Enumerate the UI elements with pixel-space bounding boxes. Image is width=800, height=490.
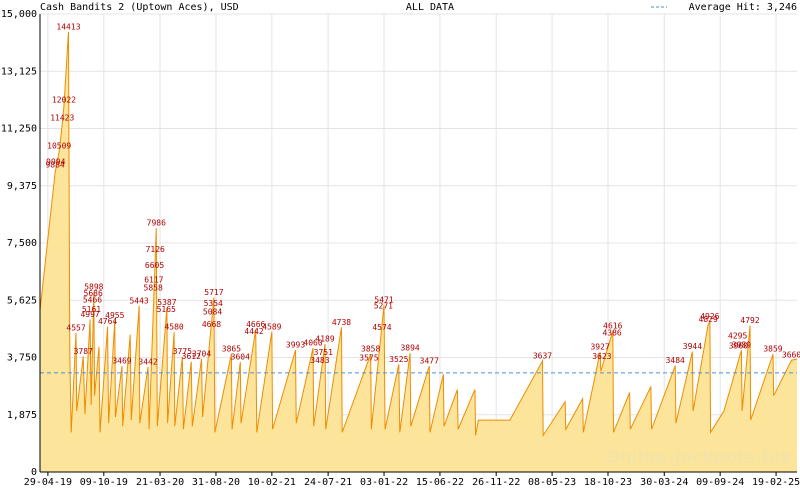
data-label: 4668 — [202, 320, 221, 329]
data-label: 3859 — [763, 345, 782, 354]
data-label: 6117 — [144, 276, 163, 285]
y-tick-label: 9,375 — [7, 181, 37, 192]
y-tick-label: 13,125 — [1, 66, 37, 77]
data-label: 3623 — [592, 352, 611, 361]
data-label: 11423 — [50, 114, 74, 123]
data-label: 3469 — [112, 357, 131, 366]
data-label: 5271 — [374, 302, 393, 311]
y-tick-label: 11,250 — [1, 124, 37, 135]
data-label: 9884 — [45, 161, 64, 170]
x-tick-label: 03-01-22 — [360, 477, 408, 488]
y-tick-label: 15,000 — [1, 9, 37, 20]
data-label: 3484 — [666, 356, 685, 365]
data-label: 5686 — [84, 289, 103, 298]
data-label: 3787 — [74, 347, 93, 356]
data-label: 4580 — [164, 323, 183, 332]
data-label: 3575 — [359, 353, 378, 362]
x-tick-label: 31-08-20 — [192, 477, 240, 488]
y-tick-label: 3,750 — [7, 353, 37, 364]
data-label: 7126 — [146, 245, 165, 254]
data-label: 4666 — [246, 320, 265, 329]
data-label: 4955 — [105, 311, 124, 320]
x-tick-label: 30-03-24 — [640, 477, 688, 488]
data-label: 4997 — [80, 310, 99, 319]
data-label: 4926 — [700, 312, 719, 321]
watermark: Online-Jackpots.biz — [605, 448, 790, 468]
data-label: 3483 — [310, 356, 329, 365]
data-label: 14413 — [56, 22, 80, 31]
data-label: 9994 — [46, 157, 65, 166]
data-label: 3604 — [231, 352, 250, 361]
x-tick-label: 26-11-22 — [472, 477, 520, 488]
data-label: 3442 — [138, 357, 157, 366]
data-label: 3927 — [590, 343, 609, 352]
x-tick-label: 15-06-22 — [416, 477, 464, 488]
data-label: 3612 — [182, 352, 201, 361]
line — [39, 31, 798, 438]
x-tick-label: 18-10-23 — [584, 477, 632, 488]
data-label: 3894 — [400, 344, 419, 353]
data-label: 4829 — [699, 315, 718, 324]
data-label: 10509 — [47, 142, 71, 151]
data-label: 4557 — [66, 323, 85, 332]
data-label: 4442 — [244, 327, 263, 336]
data-label: 4792 — [740, 316, 759, 325]
data-label: 4616 — [603, 322, 622, 331]
x-tick-label: 19-02-25 — [752, 477, 800, 488]
chart-subtitle: ALL DATA — [406, 2, 454, 13]
x-tick-label: 29-04-19 — [24, 477, 72, 488]
data-label: 3704 — [192, 349, 211, 358]
data-label: 3775 — [173, 347, 192, 356]
x-tick-label: 24-07-21 — [304, 477, 352, 488]
data-label: 5387 — [157, 298, 176, 307]
data-label: 3989 — [732, 341, 751, 350]
data-label: 7986 — [147, 219, 166, 228]
y-tick-label: 5,625 — [7, 295, 37, 306]
x-tick-label: 09-09-24 — [696, 477, 744, 488]
data-label: 4574 — [372, 323, 391, 332]
data-label: 3637 — [533, 351, 552, 360]
x-tick-label: 08-05-23 — [528, 477, 576, 488]
data-label: 4060 — [303, 339, 322, 348]
legend-label: Average Hit: 3,246 — [689, 2, 797, 13]
data-label: 5471 — [374, 295, 393, 304]
data-label: 5161 — [82, 305, 101, 314]
x-tick-label: 21-03-20 — [136, 477, 184, 488]
data-label: 5354 — [204, 299, 223, 308]
data-label: 5466 — [83, 296, 102, 305]
data-label: 5898 — [84, 282, 103, 291]
data-label: 5858 — [144, 284, 163, 293]
y-tick-label: 0 — [31, 467, 37, 478]
area — [40, 31, 797, 473]
data-label: 4764 — [98, 317, 117, 326]
data-label: 4386 — [602, 329, 621, 338]
data-label: 3858 — [361, 345, 380, 354]
data-label: 4589 — [262, 322, 281, 331]
x-tick-label: 10-02-21 — [248, 477, 296, 488]
data-label: 4738 — [332, 318, 351, 327]
y-tick-label: 1,875 — [7, 410, 37, 421]
chart-title: Cash Bandits 2 (Uptown Aces), USD — [40, 2, 239, 13]
data-label: 3751 — [314, 348, 333, 357]
data-label: 6605 — [145, 261, 164, 270]
data-label: 3993 — [286, 341, 305, 350]
data-label: 4189 — [315, 335, 334, 344]
data-label: 5443 — [129, 296, 148, 305]
data-label: 3865 — [222, 344, 241, 353]
data-label: 3525 — [389, 355, 408, 364]
data-label: 5717 — [204, 288, 223, 297]
data-label: 12022 — [52, 95, 76, 104]
data-label: 3477 — [420, 356, 439, 365]
data-label: 5084 — [203, 307, 222, 316]
x-tick-label: 09-10-19 — [80, 477, 128, 488]
data-label: 3660 — [782, 351, 800, 360]
data-label: 5165 — [157, 305, 176, 314]
data-label: 3960 — [729, 342, 748, 351]
data-label: 3944 — [683, 342, 702, 351]
y-tick-label: 7,500 — [7, 238, 37, 249]
data-label: 4295 — [728, 331, 747, 340]
